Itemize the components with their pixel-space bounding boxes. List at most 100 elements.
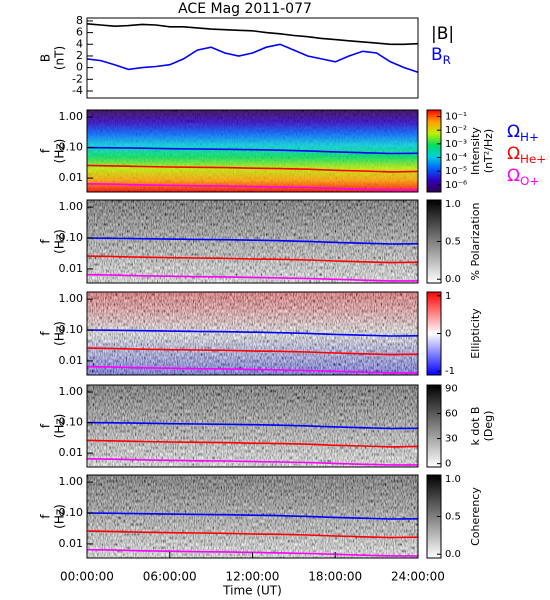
legend-name: |B| (431, 24, 454, 44)
colorbar-label: Coherency (469, 487, 482, 546)
legend-subscript: He+ (520, 152, 546, 166)
y-axis-label: (Hz) (53, 504, 67, 529)
legend-subscript: R (443, 53, 451, 67)
series-line (86, 530, 419, 539)
legend-name: B (431, 45, 443, 65)
legend-entry: BR (431, 45, 451, 67)
y-tick-label: 0.10 (59, 141, 84, 154)
colorbar-tick-label: 0 (445, 329, 451, 340)
series-line (86, 43, 419, 74)
legend-subscript: H+ (520, 130, 539, 144)
y-tick-label: 0.10 (59, 231, 84, 244)
y-axis-label: (nT) (53, 46, 67, 70)
y-tick-label: 8 (76, 14, 83, 27)
spectrogram-background (87, 110, 418, 192)
y-tick-label: 0.01 (59, 537, 84, 550)
colorbar-tick-label: -1 (445, 366, 455, 377)
colorbar-tick-label: 90 (445, 383, 458, 394)
y-tick-label: 0.01 (59, 171, 84, 184)
colorbar-tick-label: 0.0 (445, 274, 461, 285)
y-axis-label: B (39, 54, 53, 62)
series-line (86, 329, 419, 337)
y-axis-label: (Hz) (53, 139, 67, 164)
y-tick-label: 0.01 (59, 262, 84, 275)
colorbar-label: (nT²/Hz) (482, 129, 495, 173)
y-tick-label: 0.01 (59, 446, 84, 459)
series-line (86, 458, 418, 466)
series-line (86, 421, 419, 430)
y-axis-label: f (39, 148, 53, 153)
y-axis-label: (Hz) (53, 414, 67, 439)
spectrogram-background (87, 292, 418, 375)
y-tick-label: 1.00 (59, 110, 84, 123)
x-tick-label: 24:00:00 (391, 570, 445, 584)
legend-entry: |B| (431, 24, 454, 44)
plot-frame (86, 291, 419, 376)
colorbar-tick-label: 10⁻⁶ (445, 180, 467, 191)
x-tick-label: 06:00:00 (143, 570, 197, 584)
spectrogram-background (87, 475, 418, 558)
legend-name: Ω (507, 166, 520, 186)
y-tick-label: 1.00 (59, 475, 84, 488)
colorbar-tick-label: 10⁻³ (445, 139, 467, 150)
series-line (86, 23, 419, 46)
y-axis-label: (Hz) (53, 229, 67, 254)
plot-frame (86, 109, 419, 193)
colorbar-tick-label: 1 (445, 291, 451, 302)
colorbar-label: % Polarization (469, 203, 482, 281)
colorbar-label: k dot B (469, 407, 482, 446)
y-tick-label: 0.01 (59, 354, 84, 367)
colorbar-tick-label: 1.0 (445, 199, 461, 210)
colorbar-tick-label: 60 (445, 408, 458, 419)
colorbar-tick-label: 1.0 (445, 474, 461, 485)
colorbar (426, 384, 442, 468)
series-line (86, 347, 419, 356)
y-tick-label: 6 (76, 26, 83, 39)
y-tick-label: 2 (76, 49, 83, 62)
legend-entry: ΩH+ (507, 122, 539, 144)
colorbar-label: Ellipticity (469, 308, 482, 359)
y-tick-label: 0 (76, 61, 83, 74)
y-tick-label: 0.10 (59, 416, 84, 429)
legend-subscript: O+ (520, 174, 539, 188)
spectrogram-background (87, 200, 418, 283)
colorbar-label: Intensity (469, 127, 482, 175)
colorbar-tick-label: 0 (445, 459, 451, 470)
series-line (86, 164, 419, 173)
series-line (86, 365, 418, 374)
colorbar-tick-label: 30 (445, 434, 458, 445)
x-tick-label: 00:00:00 (60, 570, 114, 584)
y-tick-label: 1.00 (59, 292, 84, 305)
legend-name: Ω (507, 122, 520, 142)
chart-title: ACE Mag 2011-077 (178, 1, 312, 17)
y-tick-label: 0.10 (59, 323, 84, 336)
colorbar-tick-label: 10⁻⁴ (445, 153, 467, 164)
y-tick-label: 1.00 (59, 385, 84, 398)
y-axis-label: (Hz) (53, 321, 67, 346)
series-line (86, 273, 418, 282)
series-line (86, 439, 419, 448)
plot-frame (86, 199, 419, 284)
x-axis-label: Time (UT) (222, 584, 282, 598)
y-axis-label: f (39, 514, 53, 519)
y-axis-label: f (39, 331, 53, 336)
series-line (86, 237, 419, 245)
colorbar-label: (Deg) (482, 411, 495, 442)
x-tick-label: 18:00:00 (308, 570, 362, 584)
series-line (86, 512, 419, 520)
plot-frame (86, 384, 419, 468)
colorbar-tick-label: 10⁻² (445, 125, 467, 136)
x-tick-label: 12:00:00 (226, 570, 280, 584)
y-tick-label: 4 (76, 37, 83, 50)
series-line (86, 255, 419, 264)
plot-frame (86, 17, 419, 99)
y-tick-label: 0.10 (59, 506, 84, 519)
colorbar (426, 109, 442, 193)
y-axis-label: f (39, 239, 53, 244)
series-line (86, 146, 419, 155)
colorbar-tick-label: 0.5 (445, 512, 461, 523)
legend-entry: ΩO+ (507, 166, 539, 188)
y-tick-label: -2 (72, 72, 83, 85)
y-tick-label: 1.00 (59, 200, 84, 213)
